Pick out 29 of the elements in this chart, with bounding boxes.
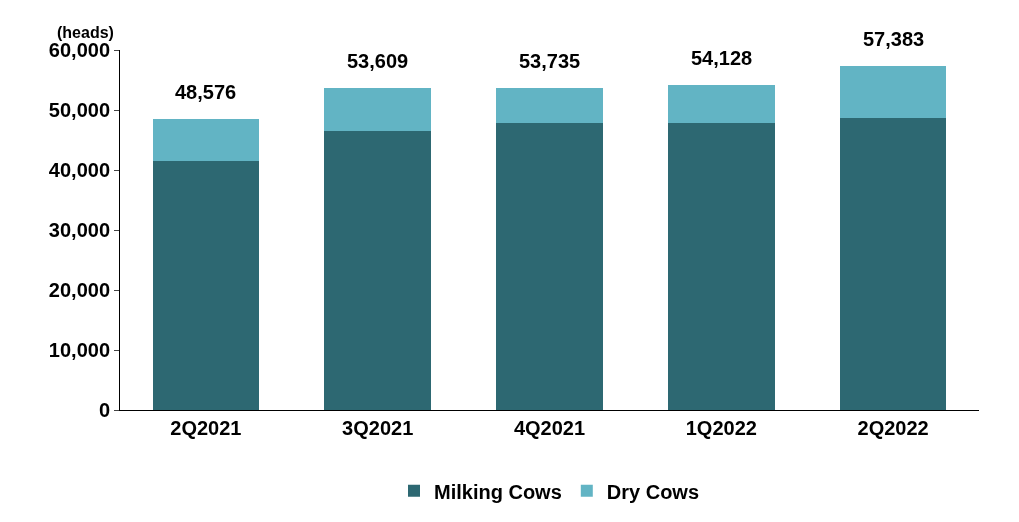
bar xyxy=(668,123,775,410)
y-tick-label: 0 xyxy=(98,399,110,421)
total-label: 53,735 xyxy=(519,50,581,72)
x-tick-label: 3Q2021 xyxy=(342,417,414,439)
bar xyxy=(839,65,947,119)
y-tick-label: 10,000 xyxy=(48,339,110,361)
bar xyxy=(839,118,947,410)
total-label: 48,576 xyxy=(175,81,237,103)
y-tick-label: 20,000 xyxy=(48,279,110,301)
x-tick-label: 4Q2021 xyxy=(513,417,586,439)
legend-label: Milking Cows xyxy=(434,480,562,503)
bar xyxy=(496,122,603,410)
bar xyxy=(324,131,431,410)
bar xyxy=(496,87,603,123)
bar xyxy=(324,88,431,131)
bar xyxy=(668,85,775,124)
legend-label: Dry Cows xyxy=(606,480,700,503)
x-tick-label: 1Q2022 xyxy=(685,417,757,439)
x-tick-label: 2Q2022 xyxy=(857,417,929,439)
y-tick-label: 50,000 xyxy=(48,99,110,121)
y-axis-title: (heads) xyxy=(57,24,114,41)
y-tick-label: 30,000 xyxy=(48,219,110,241)
total-label: 54,128 xyxy=(691,47,753,69)
total-label: 53,609 xyxy=(347,50,409,72)
y-tick-label: 40,000 xyxy=(48,159,110,181)
total-label: 57,383 xyxy=(863,28,925,50)
bar xyxy=(152,118,260,161)
x-tick-label: 2Q2021 xyxy=(170,417,242,439)
bar xyxy=(152,161,260,410)
